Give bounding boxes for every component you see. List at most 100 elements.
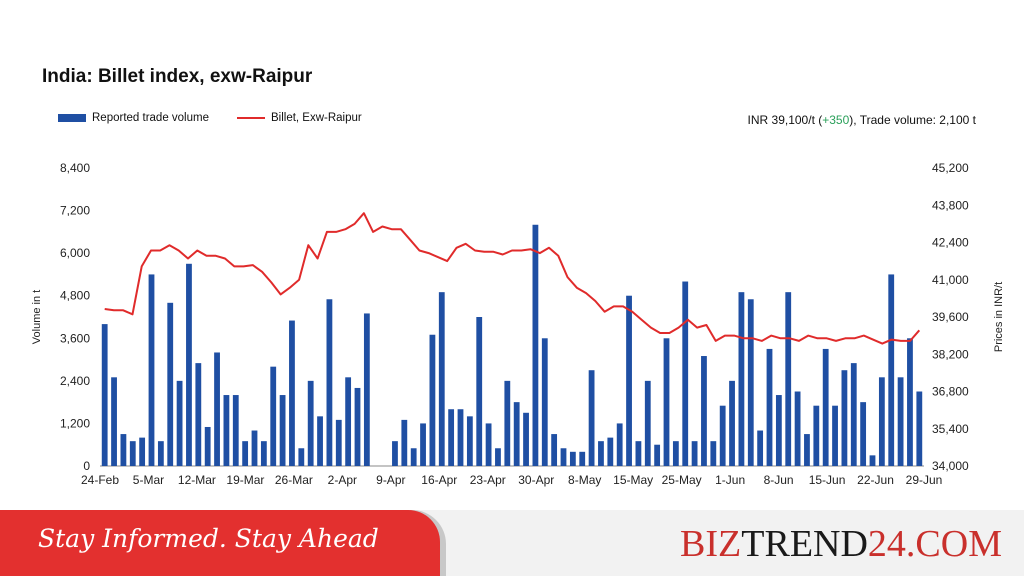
volume-bar: [420, 423, 426, 466]
summary-prefix: INR 39,100/t (: [747, 113, 823, 127]
volume-bar: [429, 334, 436, 466]
volume-bar: [167, 302, 174, 466]
x-tick-label: 1-Jun: [715, 473, 745, 487]
x-tick-label: 2-Apr: [328, 473, 357, 487]
price-summary: INR 39,100/t (+350), Trade volume: 2,100…: [748, 113, 976, 127]
volume-bar: [897, 377, 904, 466]
volume-bar: [392, 441, 398, 466]
volume-bar: [813, 405, 820, 466]
volume-bar: [663, 338, 670, 466]
slogan-banner: Stay Informed. Stay Ahead: [0, 510, 440, 576]
x-tick-label: 29-Jun: [906, 473, 943, 487]
y-tick-label: 3,600: [60, 331, 90, 345]
summary-suffix: ), Trade volume: 2,100 t: [849, 113, 976, 127]
x-tick-label: 8-Jun: [764, 473, 794, 487]
x-tick-label: 16-Apr: [421, 473, 457, 487]
volume-bar: [148, 274, 155, 466]
volume-bar: [410, 448, 417, 466]
volume-bar: [654, 444, 661, 466]
volume-bar: [626, 295, 632, 466]
y-tick-label: 0: [83, 459, 90, 473]
x-tick-label: 23-Apr: [470, 473, 506, 487]
volume-bar: [232, 395, 239, 466]
volume-bar: [850, 363, 857, 466]
volume-bar: [495, 448, 501, 466]
volume-bar: [176, 380, 183, 466]
volume-bar: [579, 451, 586, 466]
x-tick-label: 26-Mar: [275, 473, 313, 487]
volume-bar: [438, 292, 445, 466]
y-tick-label: 1,200: [60, 416, 90, 430]
y2-tick-label: 41,000: [932, 273, 969, 287]
volume-bar: [317, 416, 323, 466]
x-tick-label: 22-Jun: [857, 473, 894, 487]
volume-bar: [457, 409, 464, 466]
volume-bar: [186, 263, 192, 466]
volume-bar: [616, 423, 623, 466]
brand-logo: BIZTREND24.COM: [680, 523, 1002, 565]
volume-bar: [120, 434, 127, 466]
volume-bar: [251, 430, 258, 466]
volume-bar: [635, 441, 642, 466]
volume-bar: [691, 441, 698, 466]
y2-tick-label: 35,400: [932, 422, 969, 436]
volume-bar: [682, 281, 689, 466]
volume-bar: [214, 352, 220, 466]
volume-bar: [335, 419, 342, 466]
volume-bar: [101, 324, 108, 466]
y-tick-label: 2,400: [60, 374, 90, 388]
volume-bar: [869, 455, 876, 466]
volume-bar: [448, 409, 455, 466]
volume-bar: [485, 423, 492, 466]
volume-bar: [757, 430, 764, 466]
x-tick-label: 19-Mar: [226, 473, 264, 487]
volume-bar: [607, 437, 614, 466]
y-axis-title: Volume in t: [31, 290, 43, 344]
volume-bar: [794, 391, 801, 466]
legend-label-volume: Reported trade volume: [92, 112, 209, 124]
volume-bar: [644, 380, 651, 466]
chart-title: India: Billet index, exw-Raipur: [42, 66, 313, 87]
volume-bar: [363, 313, 370, 466]
volume-bar: [532, 224, 539, 466]
y-tick-label: 4,800: [60, 289, 90, 303]
legend-line-swatch: [236, 117, 265, 119]
legend-label-price: Billet, Exw-Raipur: [270, 112, 362, 124]
volume-bar: [523, 412, 529, 466]
volume-bar: [541, 338, 548, 466]
volume-bar: [513, 402, 520, 466]
y2-tick-label: 39,600: [932, 310, 969, 324]
y2-tick-label: 45,200: [932, 161, 969, 175]
y2-tick-label: 42,400: [932, 236, 969, 250]
billet-chart: 0 1,200 2,400 3,600 4,800 6,000 7,200 8,400 34,0…: [31, 161, 1005, 487]
price-line: [104, 212, 921, 345]
x-tick-label: 24-Feb: [81, 473, 119, 487]
volume-bar: [279, 395, 286, 466]
volume-bar: [588, 370, 595, 466]
volume-bar: [242, 441, 249, 466]
x-tick-label: 12-Mar: [178, 473, 216, 487]
volume-bar: [729, 380, 735, 466]
volume-bar: [766, 348, 773, 466]
volume-bar: [326, 299, 333, 466]
x-tick-label: 8-May: [568, 473, 601, 487]
volume-bar: [139, 437, 146, 466]
volume-bar: [747, 299, 754, 466]
x-tick-label: 15-Jun: [809, 473, 846, 487]
x-tick-label: 30-Apr: [518, 473, 554, 487]
volume-bar: [822, 348, 829, 466]
volume-bar: [841, 370, 848, 466]
volume-bar: [354, 387, 361, 466]
volume-bar: [860, 402, 867, 466]
volume-bar: [785, 292, 792, 466]
volume-bar: [710, 441, 717, 466]
x-tick-label: 15-May: [613, 473, 653, 487]
volume-bar: [804, 434, 810, 466]
y2-tick-label: 34,000: [932, 459, 969, 473]
legend-bar-swatch: [58, 114, 86, 122]
volume-bar: [345, 377, 352, 466]
volume-bar: [672, 441, 679, 466]
volume-bar: [157, 441, 164, 466]
x-tick-label: 25-May: [662, 473, 702, 487]
y2-axis-title: Prices in INR/t: [993, 282, 1005, 352]
